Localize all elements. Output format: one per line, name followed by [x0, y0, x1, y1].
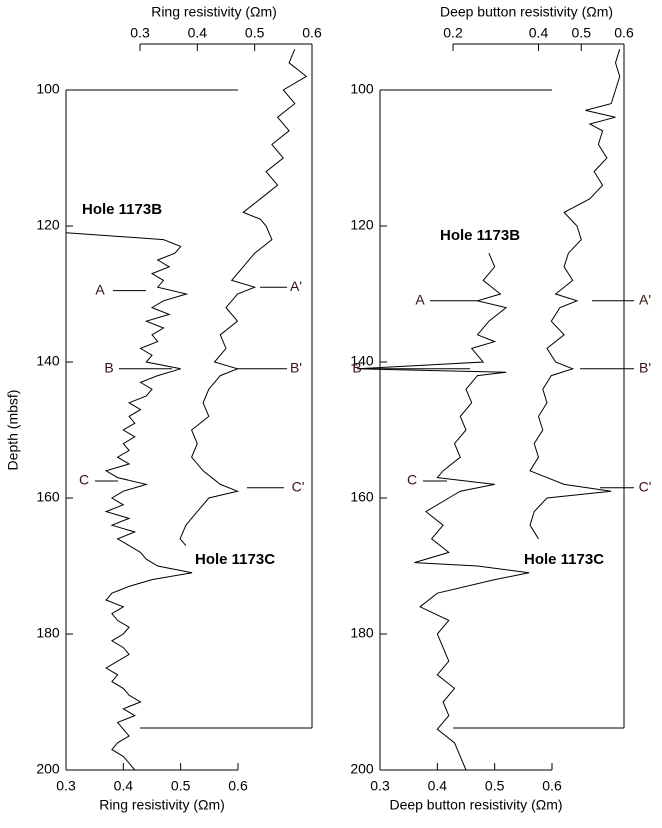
y-tick-label: 120 [36, 217, 60, 233]
log-curve [179, 49, 308, 546]
series-label: Hole 1173C [524, 551, 604, 568]
y-tick-label: 140 [350, 353, 374, 369]
annotation-label: C [79, 472, 89, 488]
annotation-label: B [352, 360, 361, 376]
annotation-label: A [415, 292, 425, 308]
y-tick-label: 180 [36, 625, 60, 641]
y-tick-label: 200 [350, 761, 374, 777]
x2-tick-label: 0.5 [245, 25, 265, 41]
y-tick-label: 120 [350, 217, 374, 233]
x2-tick-label: 0.5 [572, 25, 592, 41]
y-tick-label: 100 [36, 81, 60, 97]
x2-axis-label: Ring resistivity (Ωm) [151, 4, 277, 20]
annotation-label: A [95, 281, 105, 297]
x-tick-label: 0.3 [56, 778, 76, 794]
x2-tick-label: 0.6 [614, 25, 634, 41]
series-label: Hole 1173B [440, 227, 520, 244]
annotation-label: C' [292, 479, 305, 495]
y-tick-label: 200 [36, 761, 60, 777]
y-tick-label: 160 [36, 489, 60, 505]
y-tick-label: 180 [350, 625, 374, 641]
x-tick-label: 0.6 [228, 778, 248, 794]
series-label: Hole 1173C [195, 551, 275, 568]
x2-tick-label: 0.4 [529, 25, 549, 41]
y-tick-label: 160 [350, 489, 374, 505]
log-curve [357, 253, 530, 771]
x2-tick-label: 0.6 [302, 25, 322, 41]
series-label: Hole 1173B [82, 201, 162, 218]
x-tick-label: 0.3 [370, 778, 390, 794]
x-axis-label: Ring resistivity (Ωm) [99, 797, 225, 813]
x2-tick-label: 0.3 [130, 25, 150, 41]
x-tick-label: 0.4 [114, 778, 134, 794]
x2-tick-label: 0.2 [443, 25, 463, 41]
x2-tick-label: 0.4 [188, 25, 208, 41]
log-curve [529, 49, 621, 540]
annotation-label: B' [290, 360, 302, 376]
x-axis-label: Deep button resistivity (Ωm) [389, 797, 562, 813]
x-tick-label: 0.6 [542, 778, 562, 794]
annotation-label: C' [639, 479, 652, 495]
x-tick-label: 0.5 [485, 778, 505, 794]
x-tick-label: 0.4 [428, 778, 448, 794]
annotation-label: A' [290, 278, 302, 294]
annotation-label: C [407, 472, 417, 488]
annotation-label: A' [639, 292, 651, 308]
x2-axis-label: Deep button resistivity (Ωm) [440, 4, 613, 20]
y-tick-label: 100 [350, 81, 374, 97]
log-curve [65, 232, 193, 771]
annotation-label: B [104, 360, 113, 376]
y-axis-label: Depth (mbsf) [5, 390, 21, 471]
y-tick-label: 140 [36, 353, 60, 369]
annotation-label: B' [639, 360, 651, 376]
x-tick-label: 0.5 [171, 778, 191, 794]
